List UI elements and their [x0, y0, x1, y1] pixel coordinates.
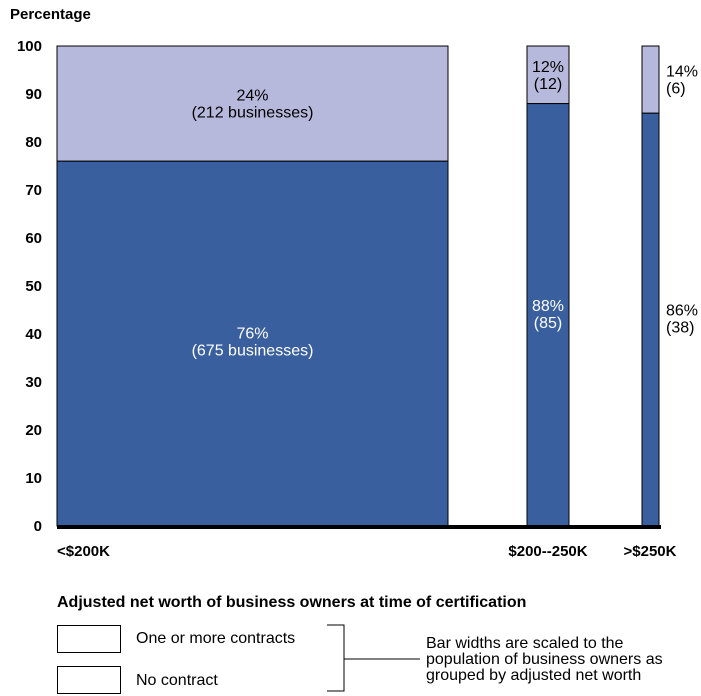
x-category-label-2: >$250K	[624, 543, 677, 560]
bar-no-contract-2	[641, 112, 660, 527]
y-tick-label-80: 80	[25, 134, 42, 151]
data-label-no-contract-2-0: 86%	[666, 303, 698, 320]
y-tick-label-70: 70	[25, 182, 42, 199]
legend-label-contracts: One or more contracts	[136, 630, 296, 647]
data-label-contracts-1-1: (12)	[534, 76, 562, 93]
y-tick-label-100: 100	[17, 38, 42, 55]
data-label-contracts-2-1: (6)	[666, 81, 686, 98]
data-label-no-contract-1-0: 88%	[532, 298, 564, 315]
y-tick-label-50: 50	[25, 278, 42, 295]
data-label-contracts-0-0: 24%	[236, 88, 268, 105]
bar-contracts-0	[56, 45, 449, 162]
x-category-label-1: $200--250K	[508, 543, 587, 560]
y-tick-label-0: 0	[34, 518, 42, 535]
legend-swatch-contracts	[57, 625, 121, 653]
y-tick-label-30: 30	[25, 374, 42, 391]
data-label-contracts-2-0: 14%	[666, 64, 698, 81]
y-tick-label-90: 90	[25, 86, 42, 103]
bar-width-note: Bar widths are scaled to the population …	[426, 635, 663, 684]
x-category-label-0: <$200K	[57, 543, 110, 560]
data-label-no-contract-0-0: 76%	[236, 326, 268, 343]
legend-bracket	[327, 624, 420, 692]
chart-plot: 0 10 20 30 40 50 60 70 80 90 100 76%(675 businesses…	[17, 38, 698, 560]
x-axis-title: Adjusted net worth of business owners at…	[57, 594, 527, 611]
y-tick-label-60: 60	[25, 230, 42, 247]
y-axis-title: Percentage	[10, 6, 91, 23]
bar-no-contract-1	[526, 103, 570, 527]
data-label-contracts-0-1: (212 businesses)	[192, 105, 314, 122]
y-tick-label-10: 10	[25, 470, 42, 487]
legend-label-no-contract: No contract	[136, 672, 218, 689]
y-tick-label-40: 40	[25, 326, 42, 343]
data-label-no-contract-2-1: (38)	[666, 320, 694, 337]
bar-contracts-1	[526, 45, 570, 105]
data-label-no-contract-0-1: (675 businesses)	[192, 343, 314, 360]
bar-no-contract-0	[56, 160, 449, 527]
bar-contracts-2	[641, 45, 660, 114]
y-tick-label-20: 20	[25, 422, 42, 439]
data-label-contracts-1-0: 12%	[532, 59, 564, 76]
data-label-no-contract-1-1: (85)	[534, 315, 562, 332]
legend-swatch-no-contract	[57, 666, 121, 694]
